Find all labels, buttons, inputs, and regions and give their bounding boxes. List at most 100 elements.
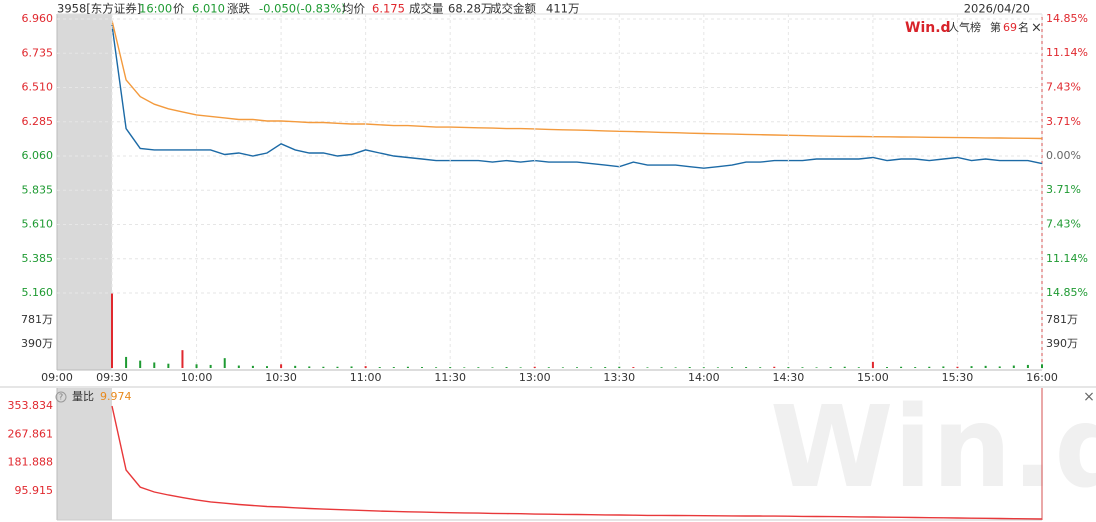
y2-tick-label: 3.71% <box>1046 115 1081 128</box>
x-tick-label: 15:30 <box>942 371 974 384</box>
y-tick-label: 181.888 <box>8 456 54 469</box>
volume-bar <box>942 366 945 368</box>
volume-bar <box>660 367 663 368</box>
volume-bar <box>829 367 832 368</box>
volume-bar <box>111 293 113 368</box>
volume-bar <box>547 367 550 368</box>
badge-rank-prefix: 第 <box>990 20 1001 34</box>
y-tick-label: 6.735 <box>22 46 54 59</box>
y2-tick-label: 11.14% <box>1046 252 1088 265</box>
panel-close[interactable]: × <box>1083 389 1095 405</box>
volume-bar <box>956 366 959 368</box>
y-tick-label: 5.160 <box>22 286 54 299</box>
x-tick-label: 16:00 <box>1026 371 1058 384</box>
volume-bar <box>716 367 719 368</box>
volume-bar <box>773 366 776 368</box>
volume-bar <box>139 360 142 368</box>
x-tick-label: 10:30 <box>265 371 297 384</box>
y-tick-label-right: 781万 <box>1046 313 1078 326</box>
volume-bar <box>392 367 395 368</box>
y-tick-label: 353.834 <box>8 399 54 412</box>
y2-tick-label: 11.14% <box>1046 46 1088 59</box>
series-line <box>111 20 1043 140</box>
volume-bar <box>266 366 268 368</box>
y-tick-label-right: 390万 <box>1046 337 1078 350</box>
y-tick-label: 95.915 <box>15 484 54 497</box>
badge-logo: Win.d <box>905 20 951 36</box>
amount-label: 成交金额 <box>490 2 536 16</box>
y2-tick-label: 14.85% <box>1046 286 1088 299</box>
x-tick-label: 13:30 <box>603 371 635 384</box>
volume-bar <box>745 367 748 368</box>
ratio-title: 量比 <box>72 390 94 403</box>
watermark: Win.d <box>770 383 1096 513</box>
volume-label: 成交量 <box>409 2 444 16</box>
volume-bar <box>886 367 888 368</box>
volume-bar <box>125 356 128 368</box>
volume-bar <box>195 364 198 368</box>
y-tick-label: 6.510 <box>22 81 54 94</box>
series-line <box>111 405 1043 520</box>
x-tick-label: 15:00 <box>857 371 889 384</box>
volume-bar <box>970 366 973 368</box>
volume-bar <box>280 364 283 368</box>
price-label: 价 <box>173 2 185 16</box>
volume-bar <box>914 367 917 368</box>
x-tick-label: 11:00 <box>350 371 382 384</box>
volume-bar <box>336 366 339 368</box>
y2-tick-label: 0.00% <box>1046 149 1081 162</box>
volume-bar <box>787 367 790 368</box>
volume-bar <box>308 366 311 368</box>
volume-bar <box>604 367 607 368</box>
y2-tick-label: 14.85% <box>1046 12 1088 25</box>
volume-bar <box>998 366 1001 368</box>
series-line <box>111 25 1043 169</box>
avg-label: 均价 <box>342 2 365 16</box>
volume-bar <box>167 363 170 368</box>
volume-bar <box>435 367 438 368</box>
volume-bar <box>843 366 846 368</box>
security: 3958[东方证券] <box>57 2 141 16</box>
volume-bar <box>646 367 649 368</box>
volume-bar <box>1026 364 1029 368</box>
time: 16:00 <box>139 2 172 16</box>
volume-bar <box>294 365 297 368</box>
volume-bar <box>759 367 762 368</box>
volume-bar <box>857 367 860 368</box>
volume-bar <box>871 361 874 368</box>
volume-bar <box>350 366 353 368</box>
x-tick-label: 13:00 <box>519 371 551 384</box>
volume-bar <box>688 367 691 368</box>
y-tick-label: 267.861 <box>8 427 54 440</box>
y2-tick-label: 3.71% <box>1046 183 1081 196</box>
volume-bar <box>731 367 733 368</box>
x-tick-label: 09:30 <box>96 371 128 384</box>
volume-bar <box>406 366 409 368</box>
change-label: 涨跌 <box>227 2 250 16</box>
volume-bar <box>1041 364 1043 368</box>
volume-bar <box>449 367 452 368</box>
x-tick-label: 14:30 <box>773 371 805 384</box>
date: 2026/04/20 <box>964 2 1030 16</box>
volume-bar <box>463 367 466 368</box>
volume-bar <box>491 367 494 368</box>
volume-bar <box>223 358 226 368</box>
x-tick-label: 10:00 <box>181 371 213 384</box>
y2-tick-label: 7.43% <box>1046 80 1081 93</box>
price: 6.010 <box>192 2 225 16</box>
help-icon[interactable] <box>55 391 67 403</box>
help-text[interactable]: ? <box>59 393 63 402</box>
volume-bar <box>928 366 931 368</box>
volume-bar <box>815 367 818 368</box>
y-tick-label: 5.610 <box>22 218 54 231</box>
y-tick-label: 6.960 <box>22 12 54 25</box>
badge-close[interactable]: × <box>1031 21 1042 36</box>
volume-bar <box>561 367 564 368</box>
volume-bar <box>251 365 254 368</box>
volume-bar <box>702 367 705 368</box>
y-tick-label: 5.385 <box>22 252 54 265</box>
volume-bar <box>590 367 593 368</box>
volume-bar <box>181 350 184 368</box>
